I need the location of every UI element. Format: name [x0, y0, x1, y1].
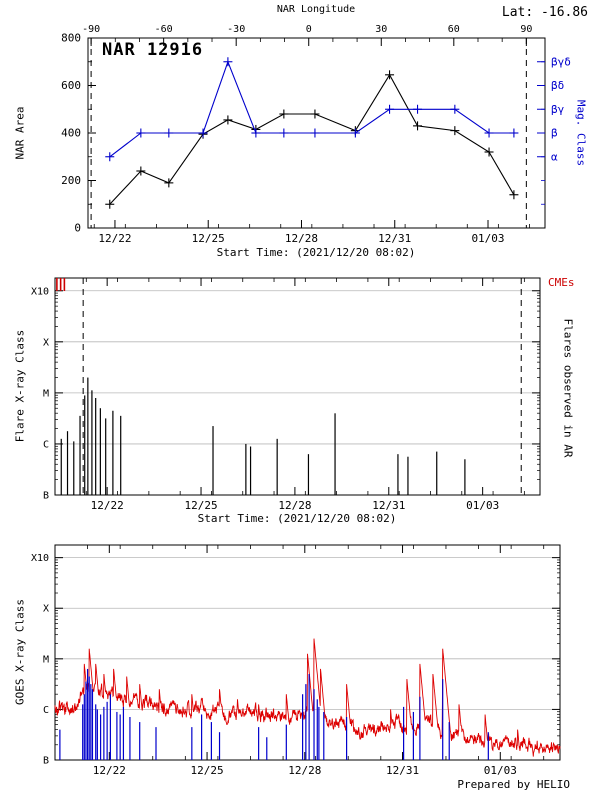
area-mag-chart: 0 200 400 600 800 αβ βγ βδ βγδ -90 -60 -30 0 30 60 90 12… [61, 24, 571, 245]
svg-text:-60: -60 [155, 24, 173, 35]
svg-text:C: C [43, 705, 49, 716]
svg-text:X10: X10 [31, 553, 49, 564]
prepared-by-label: Prepared by HELIO [457, 778, 570, 791]
svg-text:M: M [43, 388, 49, 399]
svg-text:400: 400 [61, 127, 81, 140]
start-time-label-1: Start Time: (2021/12/20 08:02) [216, 246, 416, 259]
svg-text:β: β [551, 127, 558, 140]
svg-text:12/31: 12/31 [378, 232, 411, 245]
svg-text:600: 600 [61, 79, 81, 92]
mag-class-series [105, 57, 519, 162]
chart-title: NAR 12916 [102, 40, 204, 60]
svg-text:βδ: βδ [551, 79, 564, 92]
svg-text:M: M [43, 654, 49, 665]
svg-text:200: 200 [61, 174, 81, 187]
longitude-axis-label: NAR Longitude [276, 4, 356, 15]
svg-text:B: B [43, 491, 49, 502]
svg-text:60: 60 [448, 24, 460, 35]
flare-lines [60, 377, 466, 495]
goes-chart: B C M X X10 12/22 12/25 12/28 12/31 01/03 [31, 544, 561, 777]
svg-text:X: X [43, 337, 49, 348]
svg-text:-90: -90 [82, 24, 100, 35]
svg-text:12/31: 12/31 [386, 764, 419, 777]
svg-text:α: α [551, 150, 558, 163]
cme-ticks [56, 278, 66, 291]
svg-text:01/03: 01/03 [466, 499, 499, 512]
svg-text:βγδ: βγδ [551, 55, 571, 68]
svg-text:-30: -30 [227, 24, 245, 35]
svg-text:X10: X10 [31, 286, 49, 297]
flare-chart: B C M X X10 12/22 12/25 12/28 12/31 01/03 [31, 277, 541, 512]
svg-text:βγ: βγ [551, 103, 565, 116]
flare-axis-label: Flare X-ray Class [13, 329, 27, 443]
svg-text:12/28: 12/28 [285, 232, 318, 245]
svg-text:0: 0 [306, 24, 312, 35]
goes-long-channel-curve [54, 638, 561, 757]
goes-axis-label: GOES X-ray Class [13, 599, 27, 705]
svg-text:12/22: 12/22 [93, 764, 126, 777]
svg-text:0: 0 [74, 222, 81, 235]
svg-text:12/22: 12/22 [91, 499, 124, 512]
mag-class-axis-label: Mag. Class [574, 99, 588, 167]
nar-area-series [105, 70, 519, 209]
svg-text:01/03: 01/03 [484, 764, 517, 777]
svg-text:30: 30 [375, 24, 387, 35]
flares-observed-label: Flares observed in AR [561, 318, 575, 458]
svg-text:12/31: 12/31 [372, 499, 405, 512]
svg-text:12/28: 12/28 [278, 499, 311, 512]
goes-short-channel-spikes [59, 668, 489, 760]
latitude-label: Lat: -16.86 [501, 5, 588, 20]
svg-text:12/25: 12/25 [184, 499, 217, 512]
cmes-label: CMEs [548, 276, 575, 289]
start-time-label-2: Start Time: (2021/12/20 08:02) [197, 512, 397, 525]
area-axis-label: NAR Area [13, 106, 27, 160]
svg-text:X: X [43, 604, 49, 615]
svg-text:12/28: 12/28 [288, 764, 321, 777]
svg-text:01/03: 01/03 [471, 232, 504, 245]
svg-text:12/25: 12/25 [190, 764, 223, 777]
svg-text:C: C [43, 439, 49, 450]
svg-text:90: 90 [520, 24, 532, 35]
svg-text:B: B [43, 756, 49, 767]
svg-text:800: 800 [61, 32, 81, 45]
svg-text:12/25: 12/25 [192, 232, 225, 245]
svg-text:12/22: 12/22 [98, 232, 131, 245]
